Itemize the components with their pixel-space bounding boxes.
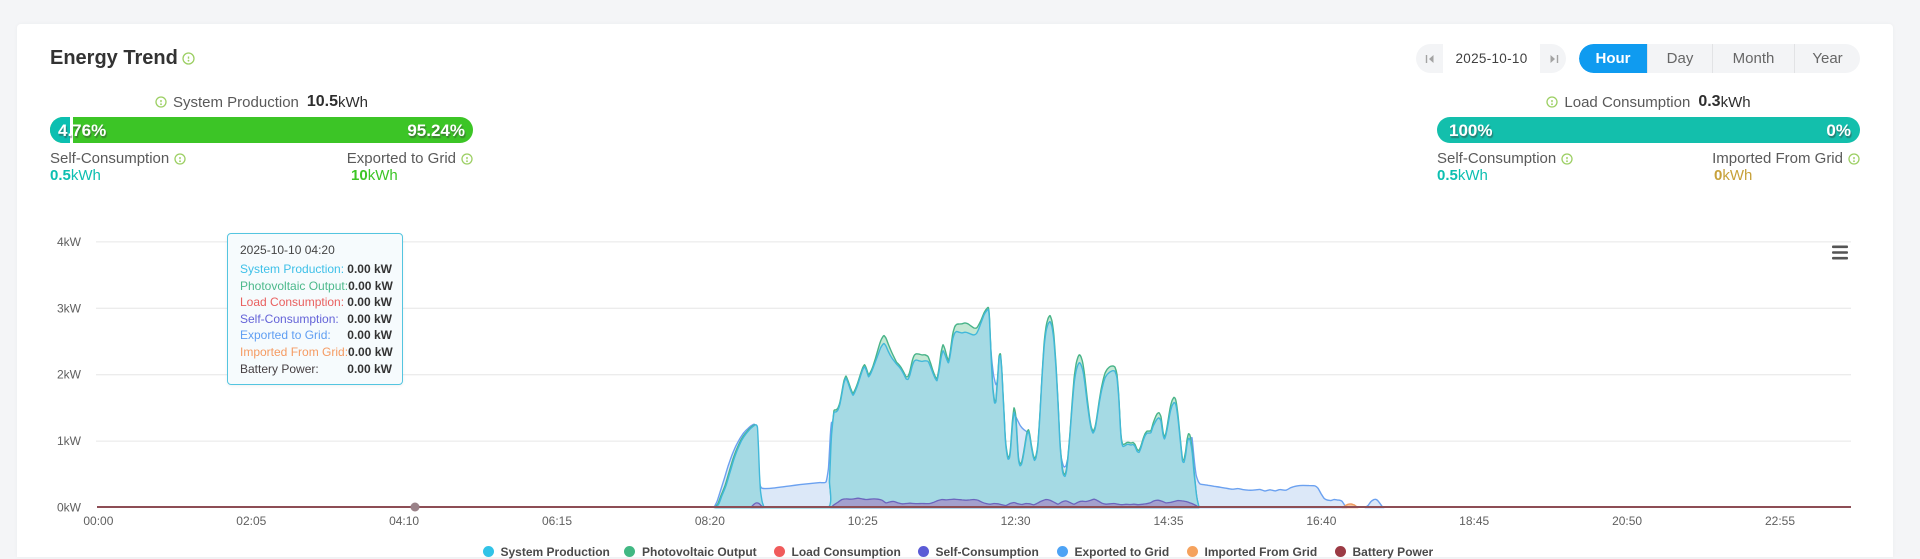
- svg-text:00:00: 00:00: [83, 514, 113, 528]
- svg-text:4kW: 4kW: [57, 235, 82, 249]
- svg-text:0kW: 0kW: [57, 501, 82, 515]
- svg-text:20:50: 20:50: [1612, 514, 1642, 528]
- svg-text:08:20: 08:20: [695, 514, 725, 528]
- svg-text:1kW: 1kW: [57, 434, 82, 448]
- svg-text:18:45: 18:45: [1459, 514, 1489, 528]
- svg-text:02:05: 02:05: [236, 514, 266, 528]
- svg-text:22:55: 22:55: [1765, 514, 1795, 528]
- svg-text:04:10: 04:10: [389, 514, 419, 528]
- svg-text:16:40: 16:40: [1306, 514, 1336, 528]
- svg-text:3kW: 3kW: [57, 301, 82, 315]
- svg-text:10:25: 10:25: [848, 514, 878, 528]
- svg-text:14:35: 14:35: [1153, 514, 1183, 528]
- svg-text:06:15: 06:15: [542, 514, 572, 528]
- svg-text:12:30: 12:30: [1001, 514, 1031, 528]
- svg-text:2kW: 2kW: [57, 368, 82, 382]
